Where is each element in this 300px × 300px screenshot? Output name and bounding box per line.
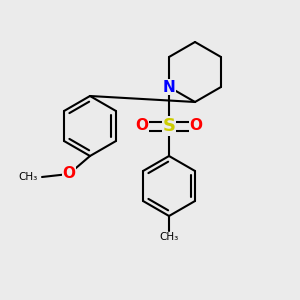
Text: O: O — [136, 118, 148, 134]
Text: N: N — [163, 80, 176, 94]
Text: S: S — [163, 117, 176, 135]
Text: CH₃: CH₃ — [159, 232, 178, 242]
Text: CH₃: CH₃ — [18, 172, 38, 182]
Text: O: O — [62, 167, 76, 182]
Text: O: O — [190, 118, 202, 134]
